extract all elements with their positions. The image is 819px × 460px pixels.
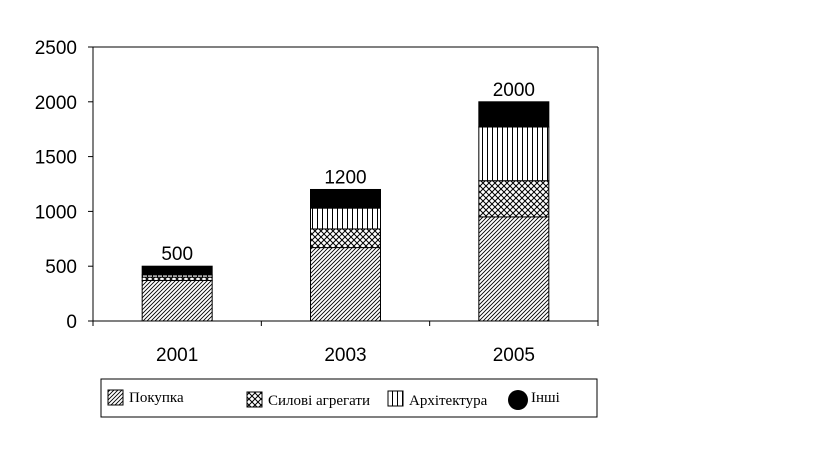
bar-group — [141, 101, 550, 322]
x-tick-label: 2001 — [156, 345, 198, 366]
bar-total-label: 2000 — [493, 80, 535, 101]
legend-label-purchase: Покупка — [129, 390, 184, 406]
legend: Покупка Силові агрегати Архітектура Інші — [100, 378, 598, 418]
y-tick-label: 0 — [66, 312, 77, 333]
bar-segment — [478, 180, 550, 218]
bar-segment — [310, 207, 381, 230]
bar-segment — [141, 279, 213, 322]
legend-label-power-units: Силові агрегати — [268, 393, 370, 409]
bar-segment — [141, 265, 213, 276]
y-tick-label: 500 — [45, 257, 77, 278]
legend-label-architecture: Архітектура — [409, 393, 488, 409]
y-tick-label: 2500 — [35, 38, 77, 59]
x-tick-label: 2005 — [493, 345, 535, 366]
y-tick-label: 1000 — [35, 202, 77, 223]
bar-total-label: 500 — [161, 244, 193, 265]
legend-swatch-power-units — [246, 391, 263, 408]
bar-segment — [310, 228, 381, 249]
legend-swatch-other — [508, 390, 528, 410]
x-tick-label: 2003 — [324, 345, 366, 366]
bar-segment — [478, 126, 550, 182]
y-tick-label: 1500 — [35, 148, 77, 169]
bar-segment — [478, 101, 550, 128]
legend-swatch-purchase — [107, 389, 124, 406]
y-tick-group: 0 500 1000 1500 2000 2500 — [35, 38, 93, 333]
total-label-group: 500 1200 2000 — [161, 80, 535, 265]
bar-segment — [478, 216, 550, 322]
legend-swatch-architecture — [387, 390, 404, 407]
bar-total-label: 1200 — [324, 167, 366, 188]
bar-segment — [310, 188, 381, 209]
bar-segment — [310, 247, 381, 322]
legend-label-other: Інші — [531, 390, 560, 406]
y-tick-label: 2000 — [35, 93, 77, 114]
x-tick-group: 2001 2003 2005 — [92, 321, 599, 366]
